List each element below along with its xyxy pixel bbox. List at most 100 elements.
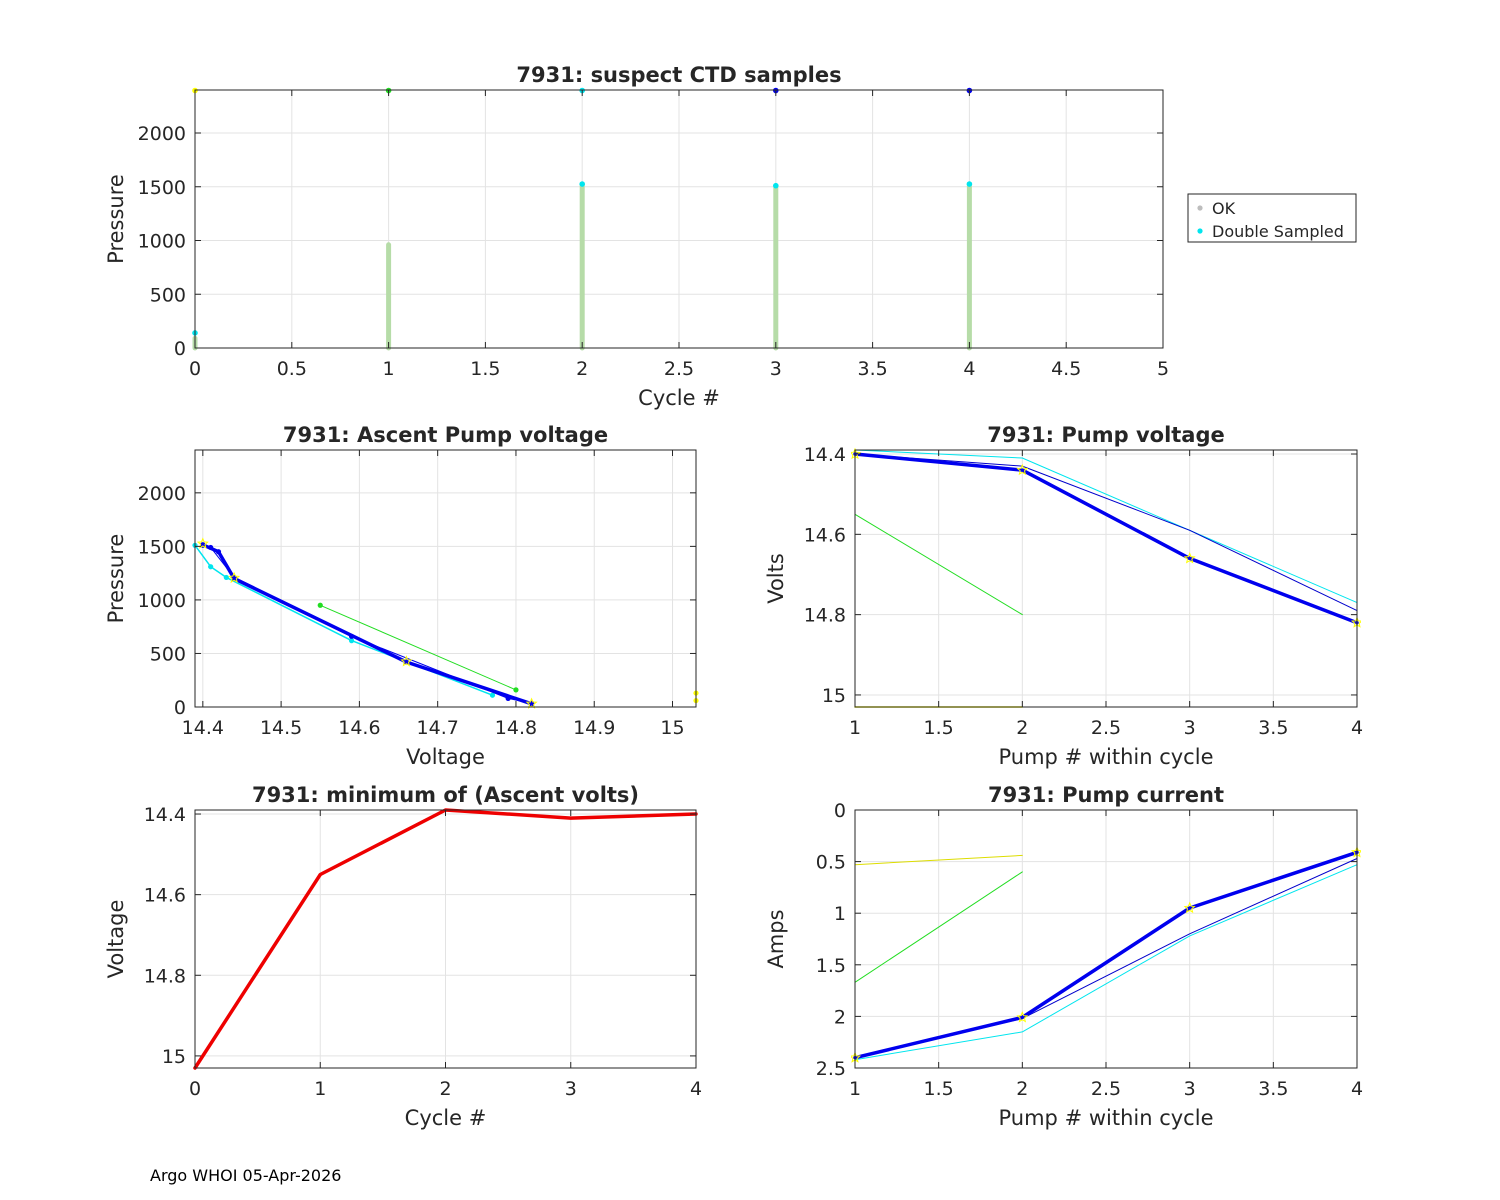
point-marker bbox=[208, 564, 214, 570]
series-line-cycle-1 bbox=[854, 871, 1023, 983]
x-tick-label: 1.5 bbox=[924, 717, 954, 739]
x-tick-label: 4 bbox=[1351, 717, 1363, 739]
x-tick-label: 4 bbox=[690, 1078, 702, 1100]
x-tick-label: 2.5 bbox=[664, 358, 694, 380]
series-line-cycle-1 bbox=[854, 513, 1023, 616]
y-tick-label: 1500 bbox=[138, 177, 186, 199]
y-tick-label: 2000 bbox=[138, 483, 186, 505]
x-tick-label: 3.5 bbox=[1258, 717, 1288, 739]
x-tick-label: 3 bbox=[770, 358, 782, 380]
x-tick-label: 2 bbox=[1016, 717, 1028, 739]
x-tick-label: 0 bbox=[189, 1078, 201, 1100]
point-marker bbox=[223, 574, 229, 581]
x-tick-label: 0.5 bbox=[277, 358, 307, 380]
x-tick-label: 14.7 bbox=[417, 717, 459, 739]
y-tick-label: 14.6 bbox=[804, 524, 846, 546]
y-axis-label: Volts bbox=[764, 553, 788, 604]
point-marker bbox=[489, 692, 496, 698]
y-tick-label: 14.8 bbox=[144, 965, 186, 987]
x-tick-label: 4 bbox=[963, 358, 975, 380]
y-axis-label: Pressure bbox=[104, 534, 128, 624]
x-tick-label: 14.4 bbox=[182, 717, 224, 739]
series-line-cycle-0 bbox=[854, 854, 1023, 866]
x-tick-label: 0 bbox=[189, 358, 201, 380]
star-marker bbox=[400, 655, 413, 667]
chart-title: 7931: suspect CTD samples bbox=[516, 63, 841, 87]
sample-point bbox=[773, 182, 779, 189]
chart-title: 7931: Pump current bbox=[988, 783, 1224, 807]
point-marker bbox=[348, 638, 355, 644]
x-tick-label: 3 bbox=[565, 1078, 577, 1100]
x-tick-label: 1 bbox=[849, 1078, 861, 1100]
series-line-cycle-2 bbox=[854, 864, 1358, 1061]
x-axis-label: Cycle # bbox=[405, 1106, 487, 1130]
y-tick-label: 14.8 bbox=[804, 605, 846, 627]
y-tick-label: 0.5 bbox=[816, 852, 846, 874]
x-tick-label: 3.5 bbox=[857, 358, 887, 380]
x-tick-label: 3 bbox=[1184, 717, 1196, 739]
series-line-cycle-1 bbox=[319, 604, 517, 691]
x-tick-label: 15 bbox=[660, 717, 684, 739]
point-marker bbox=[403, 659, 409, 665]
point-marker bbox=[215, 549, 222, 555]
star-marker bbox=[228, 571, 241, 584]
y-tick-label: 15 bbox=[822, 685, 846, 707]
x-tick-label: 14.8 bbox=[495, 717, 537, 739]
x-axis-label: Pump # within cycle bbox=[999, 1106, 1214, 1130]
y-tick-label: 2.5 bbox=[816, 1058, 846, 1080]
x-axis-label: Pump # within cycle bbox=[999, 745, 1214, 769]
data-layer bbox=[192, 87, 973, 351]
sample-point bbox=[579, 181, 585, 187]
star-marker bbox=[1016, 463, 1029, 476]
y-tick-label: 2 bbox=[834, 1006, 846, 1028]
x-tick-label: 2.5 bbox=[1091, 717, 1121, 739]
legend: OK Double Sampled bbox=[1187, 193, 1357, 243]
chart-title: 7931: minimum of (Ascent volts) bbox=[252, 783, 639, 807]
x-tick-label: 2 bbox=[576, 358, 588, 380]
y-tick-label: 0 bbox=[174, 338, 186, 360]
x-tick-label: 1 bbox=[314, 1078, 326, 1100]
point-marker bbox=[317, 602, 323, 608]
star-marker bbox=[525, 697, 538, 709]
point-marker bbox=[200, 542, 206, 548]
x-tick-label: 14.5 bbox=[260, 717, 302, 739]
legend-entry-label: OK bbox=[1212, 199, 1236, 218]
y-axis-label: Amps bbox=[764, 909, 788, 968]
y-tick-label: 2000 bbox=[138, 123, 186, 145]
x-tick-label: 1.5 bbox=[470, 358, 500, 380]
chart-pumpc: 1 1.5 2 2.5 3 3.5 4 0 0.5 1 1.5 2 2.5 7931: Pump curr… bbox=[764, 783, 1363, 1130]
axes-box bbox=[194, 449, 697, 708]
x-tick-label: 2 bbox=[1016, 1078, 1028, 1100]
x-tick-label: 4.5 bbox=[1051, 358, 1081, 380]
y-tick-label: 1 bbox=[834, 903, 846, 925]
x-tick-label: 14.6 bbox=[338, 717, 380, 739]
x-tick-label: 3.5 bbox=[1258, 1078, 1288, 1100]
legend-box bbox=[1187, 193, 1357, 243]
data-layer bbox=[192, 537, 699, 709]
y-tick-label: 14.6 bbox=[144, 885, 186, 907]
point-marker bbox=[231, 575, 237, 582]
point-marker bbox=[513, 687, 519, 693]
y-tick-label: 1.5 bbox=[816, 955, 846, 977]
y-tick-label: 1500 bbox=[138, 536, 186, 558]
x-tick-label: 5 bbox=[1157, 358, 1169, 380]
legend-marker bbox=[1197, 228, 1203, 234]
star-marker bbox=[1183, 552, 1196, 564]
y-tick-label: 1000 bbox=[138, 231, 186, 253]
legend-marker bbox=[1197, 205, 1203, 211]
x-axis-label: Voltage bbox=[406, 745, 485, 769]
series-line-cycle-3 bbox=[854, 453, 1358, 612]
plot-area bbox=[195, 450, 696, 707]
sample-point bbox=[966, 181, 973, 187]
x-tick-label: 1.5 bbox=[924, 1078, 954, 1100]
star-marker bbox=[196, 537, 209, 549]
chart-title: 7931: Ascent Pump voltage bbox=[283, 423, 608, 447]
star-marker bbox=[1183, 901, 1196, 914]
y-tick-label: 500 bbox=[150, 284, 186, 306]
series-line-cycle-4 bbox=[853, 452, 1359, 625]
chart-minv: 0 1 2 3 4 14.4 14.6 14.8 15 7931: minimum of (Asc… bbox=[104, 783, 702, 1130]
x-tick-label: 2 bbox=[439, 1078, 451, 1100]
y-tick-label: 14.4 bbox=[804, 444, 846, 466]
y-tick-label: 0 bbox=[834, 800, 846, 822]
